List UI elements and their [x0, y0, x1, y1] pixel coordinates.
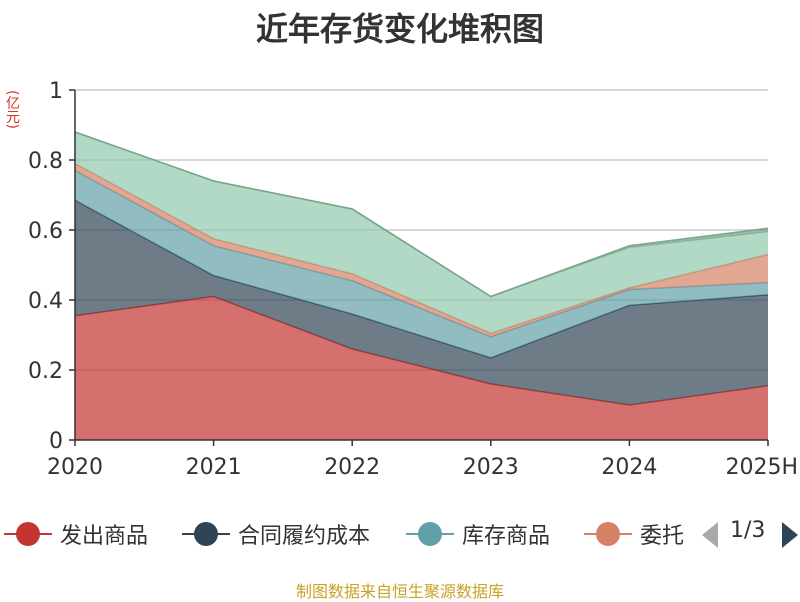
- x-tick-label: 2021: [186, 455, 242, 480]
- x-tick-label: 2022: [324, 455, 380, 480]
- y-tick-label: 0.6: [28, 219, 63, 244]
- x-tick-label: 2020: [47, 455, 103, 480]
- data-source-note: 制图数据来自恒生聚源数据库: [295, 582, 504, 601]
- legend-marker-icon: [580, 514, 636, 554]
- legend-marker-icon: [0, 514, 56, 554]
- legend-item[interactable]: 库存商品: [402, 514, 550, 554]
- legend-item-label: 委托: [640, 524, 685, 549]
- x-tick-label: 2024: [601, 455, 657, 480]
- legend-item-label: 库存商品: [462, 524, 551, 549]
- legend-item[interactable]: 发出商品: [0, 514, 148, 554]
- area-series-2: [75, 170, 768, 358]
- area-series-layer: [74, 131, 769, 440]
- area-series-1: [75, 200, 768, 405]
- y-axis-unit-label: (亿元): [4, 90, 20, 129]
- area-series-edge-5: [74, 131, 769, 298]
- y-tick-label: 0.2: [28, 359, 63, 384]
- y-tick-label: 0.4: [28, 289, 63, 314]
- legend: 发出商品 合同履约成本 库存商品 委托: [0, 514, 690, 554]
- y-tick-label: 0: [49, 429, 63, 454]
- legend-next-page-icon[interactable]: [782, 522, 798, 548]
- x-tick-label: 2023: [463, 455, 519, 480]
- legend-marker-icon: [402, 514, 458, 554]
- legend-item-label: 合同履约成本: [238, 524, 371, 549]
- y-tick-label: 1: [49, 79, 63, 104]
- legend-item[interactable]: 合同履约成本: [178, 514, 370, 554]
- area-series-4: [75, 132, 768, 334]
- legend-prev-page-icon[interactable]: [702, 522, 718, 548]
- area-series-0: [75, 296, 768, 440]
- chart-title: 近年存货变化堆积图: [255, 10, 544, 48]
- legend-page-indicator: 1/3: [730, 518, 766, 543]
- x-tick-label: 2025H: [725, 455, 798, 480]
- legend-marker-icon: [178, 514, 234, 554]
- axes: 0 0.2 0.4 0.6 0.8 1 2020 2021 2022 2023 2024 2025H: [28, 79, 798, 480]
- y-tick-label: 0.8: [28, 149, 63, 174]
- legend-item[interactable]: 委托: [580, 514, 684, 554]
- legend-pager: 1/3: [700, 514, 800, 554]
- legend-item-label: 发出商品: [60, 524, 149, 549]
